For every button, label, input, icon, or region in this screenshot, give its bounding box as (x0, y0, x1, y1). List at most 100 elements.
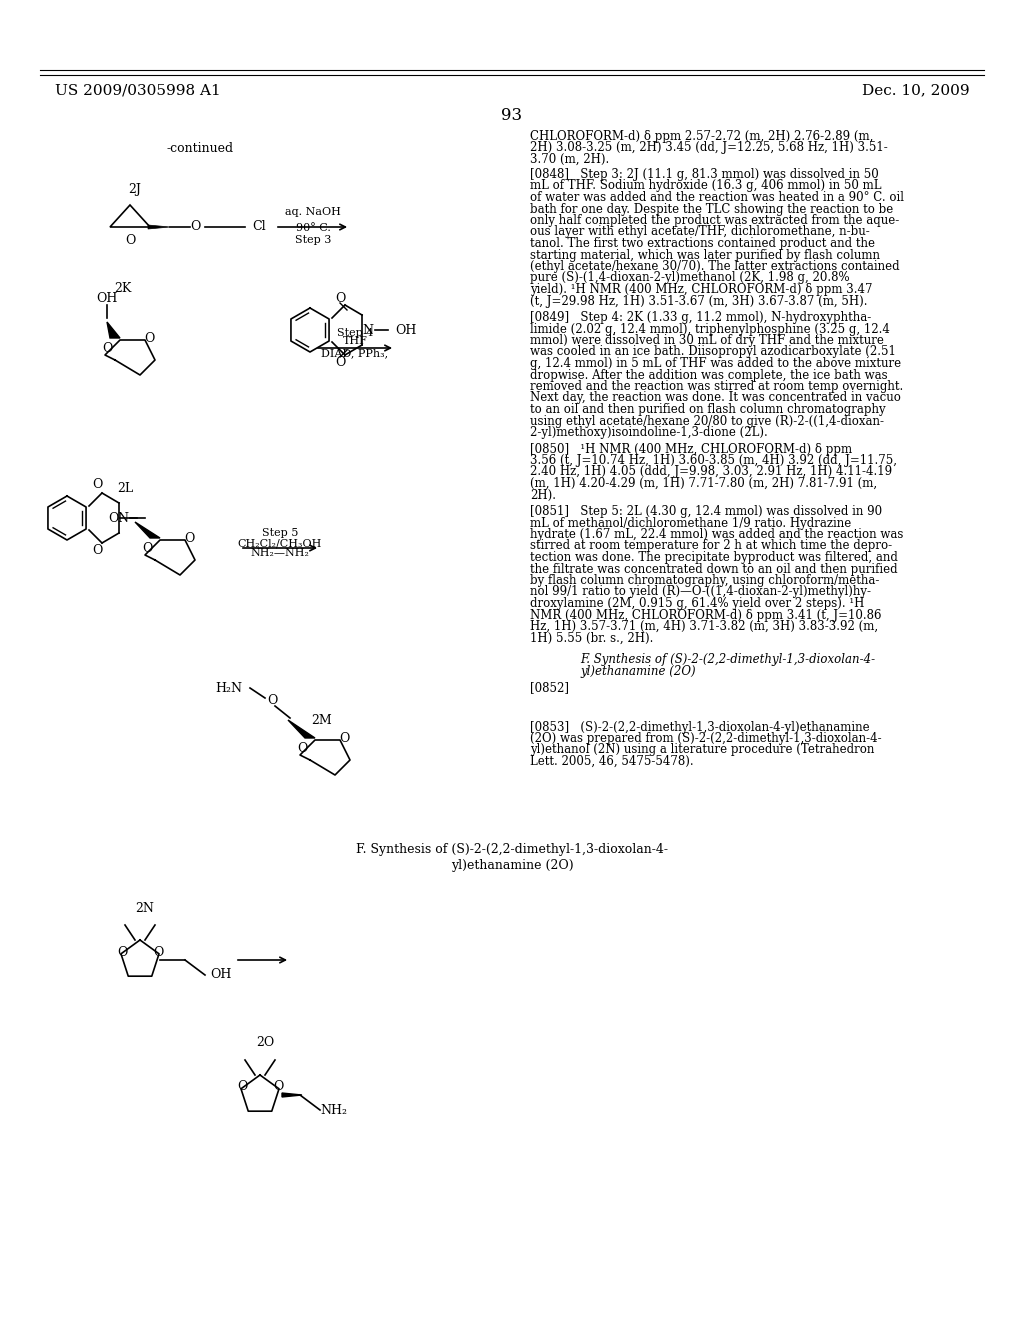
Text: O: O (108, 511, 118, 524)
Text: yl)ethanamine (2O): yl)ethanamine (2O) (580, 664, 695, 677)
Text: O: O (267, 693, 278, 706)
Text: mL of methanol/dichloromethane 1/9 ratio. Hydrazine: mL of methanol/dichloromethane 1/9 ratio… (530, 516, 851, 529)
Text: O: O (184, 532, 195, 544)
Text: starting material, which was later purified by flash column: starting material, which was later purif… (530, 248, 880, 261)
Text: N: N (362, 323, 374, 337)
Text: 2J: 2J (129, 183, 141, 197)
Text: Lett. 2005, 46, 5475-5478).: Lett. 2005, 46, 5475-5478). (530, 755, 693, 768)
Text: by flash column chromatography, using chloroform/metha-: by flash column chromatography, using ch… (530, 574, 880, 587)
Text: stirred at room temperature for 2 h at which time the depro-: stirred at room temperature for 2 h at w… (530, 540, 892, 553)
Text: was cooled in an ice bath. Diisopropyl azodicarboxylate (2.51: was cooled in an ice bath. Diisopropyl a… (530, 346, 896, 359)
Text: O: O (339, 731, 349, 744)
Text: O: O (117, 945, 127, 958)
Text: tection was done. The precipitate byproduct was filtered, and: tection was done. The precipitate byprod… (530, 550, 898, 564)
Text: 2O: 2O (256, 1036, 274, 1049)
Text: DIAD, PPh₃,: DIAD, PPh₃, (322, 348, 388, 358)
Text: [0849]   Step 4: 2K (1.33 g, 11.2 mmol), N-hydroxyphtha-: [0849] Step 4: 2K (1.33 g, 11.2 mmol), N… (530, 312, 871, 323)
Text: bath for one day. Despite the TLC showing the reaction to be: bath for one day. Despite the TLC showin… (530, 202, 893, 215)
Text: [0850]   ¹H NMR (400 MHz, CHLOROFORM-d) δ ppm: [0850] ¹H NMR (400 MHz, CHLOROFORM-d) δ … (530, 442, 852, 455)
Text: Hz, 1H) 3.57-3.71 (m, 4H) 3.71-3.82 (m, 3H) 3.83-3.92 (m,: Hz, 1H) 3.57-3.71 (m, 4H) 3.71-3.82 (m, … (530, 620, 879, 634)
Text: yield). ¹H NMR (400 MHz, CHLOROFORM-d) δ ppm 3.47: yield). ¹H NMR (400 MHz, CHLOROFORM-d) δ… (530, 282, 872, 296)
Text: NH₂—NH₂: NH₂—NH₂ (251, 548, 309, 558)
Text: H₂N: H₂N (215, 681, 242, 694)
Text: 2M: 2M (311, 714, 333, 726)
Text: 93: 93 (502, 107, 522, 124)
Text: O: O (153, 945, 163, 958)
Text: limide (2.02 g, 12.4 mmol), triphenylphosphine (3.25 g, 12.4: limide (2.02 g, 12.4 mmol), triphenylpho… (530, 322, 890, 335)
Text: OH: OH (96, 292, 118, 305)
Text: O: O (101, 342, 113, 355)
Text: O: O (272, 1081, 284, 1093)
Text: O: O (189, 220, 200, 234)
Text: g, 12.4 mmol) in 5 mL of THF was added to the above mixture: g, 12.4 mmol) in 5 mL of THF was added t… (530, 356, 901, 370)
Text: Step 3: Step 3 (295, 235, 331, 246)
Text: Next day, the reaction was done. It was concentrated in vacuo: Next day, the reaction was done. It was … (530, 392, 901, 404)
Text: 1H) 5.55 (br. s., 2H).: 1H) 5.55 (br. s., 2H). (530, 631, 653, 644)
Text: mmol) were dissolved in 30 mL of dry THF and the mixture: mmol) were dissolved in 30 mL of dry THF… (530, 334, 884, 347)
Text: F. Synthesis of (S)-2-(2,2-dimethyl-1,3-dioxolan-4-: F. Synthesis of (S)-2-(2,2-dimethyl-1,3-… (580, 653, 876, 667)
Text: only half completed the product was extracted from the aque-: only half completed the product was extr… (530, 214, 899, 227)
Text: 2N: 2N (135, 902, 155, 915)
Text: 2-yl)methoxy)isoindoline-1,3-dione (2L).: 2-yl)methoxy)isoindoline-1,3-dione (2L). (530, 426, 768, 440)
Text: O: O (92, 544, 102, 557)
Text: O: O (335, 355, 345, 368)
Text: ous layer with ethyl acetate/THF, dichloromethane, n-bu-: ous layer with ethyl acetate/THF, dichlo… (530, 226, 869, 239)
Text: NH₂: NH₂ (319, 1104, 347, 1117)
Text: F. Synthesis of (S)-2-(2,2-dimethyl-1,3-dioxolan-4-: F. Synthesis of (S)-2-(2,2-dimethyl-1,3-… (356, 843, 668, 857)
Text: 2L: 2L (117, 482, 133, 495)
Text: 2H) 3.08-3.25 (m, 2H) 3.45 (dd, J=12.25, 5.68 Hz, 1H) 3.51-: 2H) 3.08-3.25 (m, 2H) 3.45 (dd, J=12.25,… (530, 141, 888, 154)
Text: NMR (400 MHz, CHLOROFORM-d) δ ppm 3.41 (t, J=10.86: NMR (400 MHz, CHLOROFORM-d) δ ppm 3.41 (… (530, 609, 882, 622)
Text: O: O (335, 292, 345, 305)
Polygon shape (106, 322, 120, 338)
Text: using ethyl acetate/hexane 20/80 to give (R)-2-((1,4-dioxan-: using ethyl acetate/hexane 20/80 to give… (530, 414, 884, 428)
Text: [0852]: [0852] (530, 681, 569, 694)
Text: -continued: -continued (167, 141, 233, 154)
Text: US 2009/0305998 A1: US 2009/0305998 A1 (55, 83, 221, 96)
Text: 3.56 (t, J=10.74 Hz, 1H) 3.60-3.85 (m, 4H) 3.92 (dd, J=11.75,: 3.56 (t, J=10.74 Hz, 1H) 3.60-3.85 (m, 4… (530, 454, 897, 467)
Text: dropwise. After the addition was complete, the ice bath was: dropwise. After the addition was complet… (530, 368, 888, 381)
Text: to an oil and then purified on flash column chromatography: to an oil and then purified on flash col… (530, 403, 886, 416)
Text: 90° C.: 90° C. (296, 223, 331, 234)
Text: THF: THF (343, 337, 368, 346)
Text: pure (S)-(1,4-dioxan-2-yl)methanol (2K, 1.98 g, 20.8%: pure (S)-(1,4-dioxan-2-yl)methanol (2K, … (530, 272, 850, 285)
Text: mL of THF. Sodium hydroxide (16.3 g, 406 mmol) in 50 mL: mL of THF. Sodium hydroxide (16.3 g, 406… (530, 180, 882, 193)
Text: nol 99/1 ratio to yield (R)—O-((1,4-dioxan-2-yl)methyl)hy-: nol 99/1 ratio to yield (R)—O-((1,4-diox… (530, 586, 871, 598)
Text: [0851]   Step 5: 2L (4.30 g, 12.4 mmol) was dissolved in 90: [0851] Step 5: 2L (4.30 g, 12.4 mmol) wa… (530, 506, 882, 517)
Text: 3.70 (m, 2H).: 3.70 (m, 2H). (530, 153, 609, 166)
Polygon shape (148, 224, 170, 228)
Text: Step 5: Step 5 (262, 528, 298, 539)
Text: of water was added and the reaction was heated in a 90° C. oil: of water was added and the reaction was … (530, 191, 904, 205)
Text: [0853]   (S)-2-(2,2-dimethyl-1,3-dioxolan-4-yl)ethanamine: [0853] (S)-2-(2,2-dimethyl-1,3-dioxolan-… (530, 721, 869, 734)
Polygon shape (288, 719, 315, 738)
Text: hydrate (1.67 mL, 22.4 mmol) was added and the reaction was: hydrate (1.67 mL, 22.4 mmol) was added a… (530, 528, 903, 541)
Text: O: O (125, 234, 135, 247)
Text: N: N (118, 511, 128, 524)
Text: O: O (237, 1081, 247, 1093)
Polygon shape (282, 1093, 302, 1097)
Text: (m, 1H) 4.20-4.29 (m, 1H) 7.71-7.80 (m, 2H) 7.81-7.91 (m,: (m, 1H) 4.20-4.29 (m, 1H) 7.71-7.80 (m, … (530, 477, 878, 490)
Text: [0848]   Step 3: 2J (11.1 g, 81.3 mmol) was dissolved in 50: [0848] Step 3: 2J (11.1 g, 81.3 mmol) wa… (530, 168, 879, 181)
Text: the filtrate was concentrated down to an oil and then purified: the filtrate was concentrated down to an… (530, 562, 898, 576)
Text: O: O (141, 541, 153, 554)
Text: yl)ethanamine (2O): yl)ethanamine (2O) (451, 858, 573, 871)
Text: Cl: Cl (252, 220, 265, 234)
Text: (2O) was prepared from (S)-2-(2,2-dimethyl-1,3-dioxolan-4-: (2O) was prepared from (S)-2-(2,2-dimeth… (530, 733, 882, 744)
Text: aq. NaOH: aq. NaOH (285, 207, 341, 216)
Text: 2K: 2K (115, 281, 132, 294)
Text: O: O (143, 331, 155, 345)
Text: tanol. The first two extractions contained product and the: tanol. The first two extractions contain… (530, 238, 874, 249)
Text: CHLOROFORM-d) δ ppm 2.57-2.72 (m, 2H) 2.76-2.89 (m,: CHLOROFORM-d) δ ppm 2.57-2.72 (m, 2H) 2.… (530, 129, 873, 143)
Text: (t, J=29.98 Hz, 1H) 3.51-3.67 (m, 3H) 3.67-3.87 (m, 5H).: (t, J=29.98 Hz, 1H) 3.51-3.67 (m, 3H) 3.… (530, 294, 867, 308)
Text: (ethyl acetate/hexane 30/70). The latter extractions contained: (ethyl acetate/hexane 30/70). The latter… (530, 260, 900, 273)
Text: Dec. 10, 2009: Dec. 10, 2009 (862, 83, 970, 96)
Text: OH: OH (210, 969, 231, 982)
Text: 2H).: 2H). (530, 488, 556, 502)
Text: O: O (92, 479, 102, 491)
Text: OH: OH (395, 323, 417, 337)
Text: 2.40 Hz, 1H) 4.05 (ddd, J=9.98, 3.03, 2.91 Hz, 1H) 4.11-4.19: 2.40 Hz, 1H) 4.05 (ddd, J=9.98, 3.03, 2.… (530, 466, 892, 479)
Text: droxylamine (2M, 0.915 g, 61.4% yield over 2 steps). ¹H: droxylamine (2M, 0.915 g, 61.4% yield ov… (530, 597, 864, 610)
Text: O: O (297, 742, 307, 755)
Polygon shape (135, 521, 160, 539)
Text: removed and the reaction was stirred at room temp overnight.: removed and the reaction was stirred at … (530, 380, 903, 393)
Text: Step 4: Step 4 (337, 327, 373, 338)
